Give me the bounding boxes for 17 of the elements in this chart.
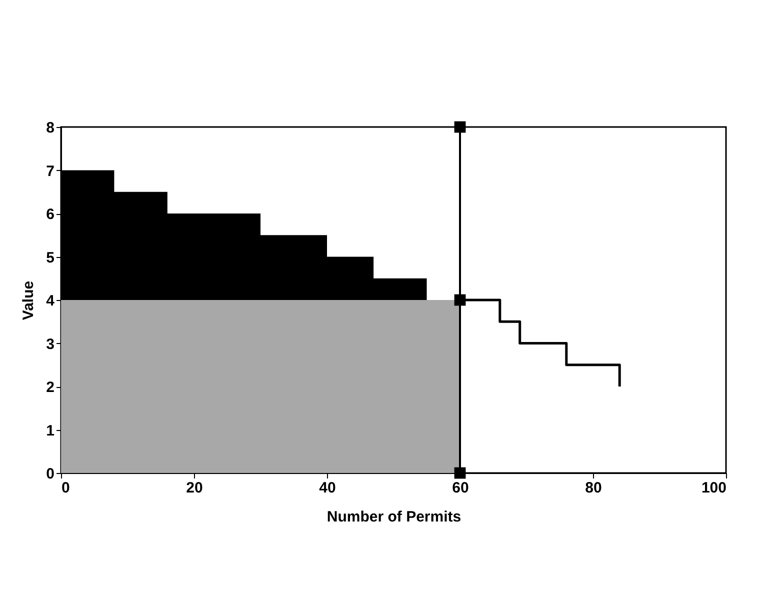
x-tick-label: 100 (701, 480, 726, 496)
x-tick-label: 0 (62, 480, 70, 496)
y-tick-label: 1 (46, 422, 54, 440)
x-axis-title: Number of Permits (326, 508, 462, 526)
y-tick-label: 0 (46, 466, 54, 482)
x-tick-label: 20 (186, 480, 203, 496)
y-tick-label: 8 (46, 120, 54, 136)
x-tick-label: 40 (319, 480, 336, 496)
y-tick-label: 3 (46, 336, 54, 353)
x-tick-label: 80 (585, 480, 602, 496)
y-axis-title: Value (20, 280, 38, 320)
y-tick-label: 4 (46, 292, 56, 310)
x-tick-label: 60 (452, 480, 469, 496)
y-tick-label: 6 (46, 206, 54, 223)
y-tick-label: 7 (46, 162, 54, 180)
y-tick-label: 2 (46, 379, 54, 396)
y-tick-label: 5 (46, 249, 54, 266)
